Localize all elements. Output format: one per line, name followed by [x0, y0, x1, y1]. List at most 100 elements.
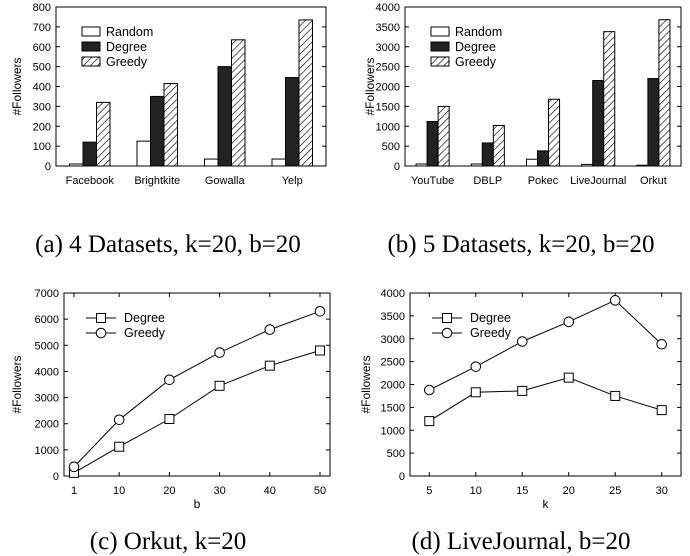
plot-frame — [63, 292, 331, 477]
bar-degree-youtube — [426, 120, 439, 167]
figure-caption: (d) LiveJournal, b=20 — [412, 528, 631, 555]
y-axis-label: #Followers — [363, 57, 377, 115]
y-tick-label: 1500 — [381, 402, 405, 414]
series-line-degree — [73, 350, 321, 474]
bar-greedy-yelp — [298, 19, 313, 167]
x-axis-label: b — [194, 497, 201, 511]
point-greedy-30 — [656, 338, 668, 350]
y-tick-label: 300 — [33, 101, 51, 113]
point-degree-50 — [315, 345, 325, 356]
point-greedy-40 — [264, 324, 276, 335]
legend-label-degree: Degree — [106, 40, 147, 54]
point-degree-25 — [610, 390, 621, 401]
y-tick-label: 4000 — [381, 288, 405, 300]
y-tick-label: 4000 — [376, 2, 400, 14]
x-tick-label: Yelp — [282, 175, 303, 187]
y-tick-label: 600 — [33, 42, 51, 54]
x-tick-label: YouTube — [411, 175, 454, 187]
bar-greedy-brightkite — [163, 83, 178, 167]
y-tick-label: 0 — [399, 471, 405, 483]
legend-swatch-greedy — [81, 56, 101, 67]
series-line-degree — [429, 377, 662, 422]
x-tick-label: Pokec — [528, 175, 559, 187]
x-axis-label: k — [543, 497, 550, 511]
bar-random-youtube — [415, 163, 428, 167]
y-tick-label: 3000 — [376, 42, 400, 54]
legend-label-greedy: Greedy — [124, 326, 166, 340]
point-greedy-5 — [423, 384, 435, 396]
point-degree-10 — [470, 387, 481, 398]
y-tick-label: 200 — [33, 121, 51, 133]
x-tick-label: 50 — [314, 485, 326, 497]
point-greedy-25 — [609, 295, 621, 306]
point-greedy-20 — [563, 316, 575, 328]
point-degree-10 — [114, 441, 125, 452]
bar-random-orkut — [636, 164, 649, 167]
series-line-greedy — [73, 310, 321, 468]
x-tick-label: LiveJournal — [570, 175, 626, 187]
legend-swatch-greedy — [430, 56, 450, 67]
x-tick-label: Gowalla — [205, 175, 246, 187]
legend-marker-degree — [442, 313, 452, 323]
bar-greedy-gowalla — [231, 39, 246, 167]
chart-b-bar-5-datasets: 0 500 1000 1500 2000 2500 3000 3500 4000 #Followe… — [363, 2, 682, 258]
y-tick-label: 500 — [33, 62, 51, 74]
y-tick-label: 3000 — [35, 393, 59, 405]
y-axis-label: #Followers — [359, 355, 373, 413]
point-degree-5 — [424, 416, 435, 427]
legend-swatch-random — [81, 26, 101, 37]
x-tick-label: DBLP — [473, 175, 502, 187]
bar-greedy-livejournal — [603, 31, 616, 167]
y-tick-label: 2500 — [381, 357, 405, 369]
y-tick-label: 700 — [33, 22, 51, 34]
point-degree-30 — [214, 380, 225, 391]
bar-greedy-youtube — [437, 105, 450, 167]
point-degree-20 — [563, 372, 574, 383]
x-tick-label: Orkut — [640, 175, 667, 187]
legend-label-random: Random — [455, 25, 502, 39]
legend-swatch-random — [430, 26, 450, 37]
point-greedy-30 — [214, 347, 225, 358]
point-degree-30 — [656, 405, 667, 416]
x-tick-label: 20 — [163, 485, 175, 497]
bar-degree-brightkite — [150, 95, 165, 167]
legend-label-degree: Degree — [124, 311, 165, 325]
x-tick-label: 15 — [516, 485, 528, 497]
point-greedy-1 — [68, 461, 80, 473]
y-tick-label: 0 — [53, 471, 59, 483]
y-axis-label: #Followers — [10, 57, 24, 115]
y-axis-label: #Followers — [10, 355, 24, 413]
x-tick-label: 40 — [264, 485, 276, 497]
legend-marker-greedy — [441, 327, 453, 339]
figure-caption: (a) 4 Datasets, k=20, b=20 — [35, 231, 301, 258]
point-greedy-20 — [164, 374, 175, 386]
y-tick-label: 6000 — [35, 314, 59, 326]
y-tick-label: 3500 — [376, 22, 400, 34]
legend-label-random: Random — [106, 25, 153, 39]
figure-caption: (b) 5 Datasets, k=20, b=20 — [387, 231, 654, 258]
legend-marker-greedy — [95, 327, 107, 339]
bar-degree-dblp — [481, 142, 494, 167]
chart-a-bar-4-datasets: 0 100 200 300 400 500 600 700 800 #Followers (a) 4… — [10, 2, 327, 258]
legend-label-greedy: Greedy — [106, 55, 148, 69]
point-degree-20 — [164, 414, 175, 425]
y-tick-label: 100 — [33, 141, 51, 153]
x-tick-label: Brightkite — [134, 175, 180, 187]
point-degree-15 — [517, 385, 528, 396]
legend-marker-degree — [96, 313, 106, 323]
y-tick-label: 0 — [45, 161, 51, 173]
bar-random-pokec — [525, 158, 538, 167]
y-tick-label: 1000 — [381, 425, 405, 437]
y-tick-label: 3500 — [381, 311, 405, 323]
x-tick-label: 1 — [71, 485, 77, 497]
y-tick-label: 3000 — [381, 334, 405, 346]
y-tick-label: 2000 — [381, 380, 405, 392]
bar-random-facebook — [69, 163, 84, 167]
y-tick-label: 500 — [387, 448, 405, 460]
point-greedy-10 — [470, 361, 482, 372]
y-tick-label: 2500 — [376, 62, 400, 74]
y-tick-label: 500 — [382, 141, 400, 153]
y-tick-label: 0 — [394, 161, 400, 173]
bar-greedy-dblp — [492, 124, 505, 167]
